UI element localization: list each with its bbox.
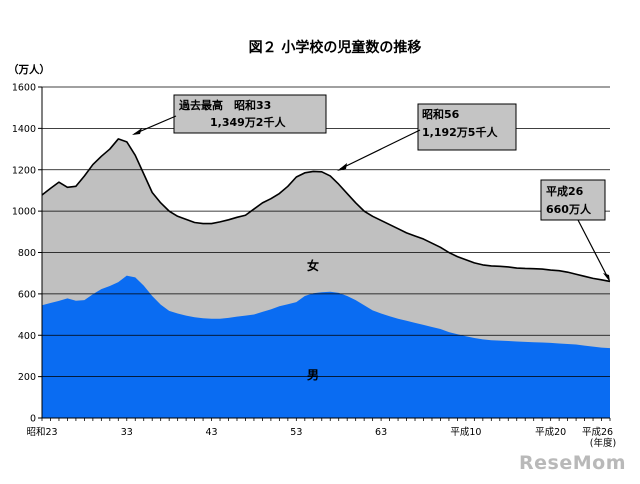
- x-tick-label: 43: [206, 427, 218, 438]
- y-tick-label: 1000: [12, 207, 36, 218]
- callout-box: [540, 179, 606, 221]
- callout-line2: 1,192万5千人: [422, 125, 498, 139]
- chart-title: 図２ 小学校の児童数の推移: [249, 39, 422, 56]
- total-outline: [41, 138, 611, 283]
- y-tick-label: 200: [18, 372, 36, 383]
- callout-line2: 660万人: [546, 202, 592, 216]
- y-axis-unit-label: （万人）: [8, 63, 50, 76]
- watermark-logo: ReseMom: [519, 452, 626, 474]
- y-tick-label: 1400: [12, 124, 36, 135]
- annotation-2014: 平成26 660万人: [540, 179, 610, 282]
- callout-arrowhead: [603, 273, 610, 282]
- callout-arrowhead: [132, 128, 142, 135]
- y-tick-label: 1600: [12, 83, 36, 94]
- x-tick-label: 昭和23: [26, 427, 57, 438]
- series-label-boys: 男: [307, 368, 319, 382]
- annotation-peak-1981: 昭和56 1,192万5千人: [337, 103, 517, 171]
- series-label-girls: 女: [307, 258, 319, 273]
- y-tick-label: 800: [18, 248, 36, 259]
- y-tick-label: 0: [30, 414, 36, 425]
- x-tick-label: 平成20: [535, 426, 566, 438]
- x-tick-label: 平成10: [450, 426, 481, 438]
- x-tick-label: 33: [121, 427, 133, 438]
- y-tick-label: 600: [18, 289, 36, 300]
- callout-line2: 1,349万2千人: [210, 115, 286, 129]
- x-tick-label: 53: [290, 427, 302, 438]
- series-area-boys: [42, 275, 610, 418]
- boys-series-area: [42, 275, 610, 418]
- x-tick-label: 平成26: [582, 426, 613, 438]
- callout-line1: 平成26: [546, 184, 584, 198]
- callout-arrowhead: [337, 163, 347, 171]
- callout-line1: 過去最高 昭和33: [178, 98, 271, 112]
- x-axis-unit-label: (年度): [590, 437, 616, 449]
- callout-line1: 昭和56: [422, 107, 460, 121]
- callout-arrow: [339, 129, 421, 170]
- x-axis-ticks: 昭和23 33 43 53 63 平成10 平成20 平成26: [26, 418, 613, 438]
- y-tick-label: 400: [18, 331, 36, 342]
- callout-arrow: [577, 219, 609, 279]
- callout-box: [417, 103, 517, 151]
- y-tick-label: 1200: [12, 165, 36, 176]
- series-line-total: [41, 138, 611, 283]
- annotation-peak-1958: 過去最高 昭和33 1,349万2千人: [132, 94, 327, 135]
- callout-box: [173, 94, 327, 134]
- y-axis-ticks: 0 200 400 600 800 1000 1200 1400 1600: [12, 83, 42, 425]
- x-tick-label: 63: [375, 427, 387, 438]
